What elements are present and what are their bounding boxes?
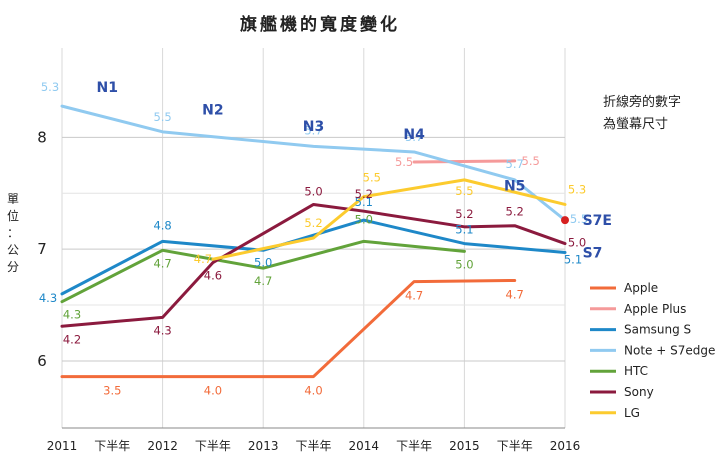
legend: Apple Apple Plus Samsung S Note + S7edge HTC… [590,281,715,420]
model-labels: N1 N2 N3 N4 N5 S7E S7 [97,80,612,261]
data-label: 5.5 [363,171,381,185]
data-label: 4.7 [254,274,272,288]
model-label: N3 [303,119,324,135]
y-axis-label-char: 公 [7,243,19,257]
legend-label: HTC [624,364,648,378]
data-label: 4.3 [39,291,57,305]
series-line-sony [60,202,567,328]
data-label: 4.7 [194,252,212,266]
series-line-lg [211,178,567,261]
y-axis-label: 單位 ： 公分 [7,192,19,274]
data-label: 5.3 [568,182,586,196]
data-label: 5.2 [506,205,524,219]
y-axis-label-char: 分 [7,260,19,274]
legend-label: Sony [624,385,654,399]
data-label: 5.5 [522,154,540,168]
data-label: 5.0 [304,184,322,198]
data-label: 4.7 [506,287,524,301]
legend-label: Apple Plus [624,302,686,316]
data-label: 5.7 [506,157,524,171]
data-label: 5.0 [254,255,272,269]
x-tick-label: 2013 [248,439,279,453]
series-line-htc [60,239,466,304]
x-tick-label: 下半年 [94,439,130,453]
highlight-marker [561,216,569,225]
y-axis-label-char: ： [7,226,19,240]
x-tick-label: 下半年 [396,439,432,453]
model-label: S7E [583,213,612,229]
model-label: S7 [583,246,603,262]
data-label: 5.2 [355,187,373,201]
series-line-samsung-s [60,218,567,296]
data-label: 4.3 [63,308,81,322]
data-label: 5.0 [455,257,473,271]
data-label: 4.0 [304,384,322,398]
legend-label: LG [624,406,640,420]
data-label: 5.5 [455,184,473,198]
series-line-note-s7edge [60,104,567,222]
legend-label: Samsung S [624,323,691,337]
data-label: 5.7 [405,130,423,144]
data-label: 5.0 [568,236,586,250]
data-label: 4.6 [204,269,222,283]
y-tick-label: 6 [37,352,47,370]
data-label: 4.7 [153,256,171,270]
annotation-line: 折線旁的數字 [603,94,681,110]
series-line-apple [60,278,517,379]
data-label: 4.3 [153,323,171,337]
x-tick-label: 2012 [147,439,178,453]
x-tick-label: 2011 [47,439,78,453]
x-tick-label: 下半年 [295,439,331,453]
data-label: 5.1 [355,195,373,209]
data-labels: 3.5 4.0 4.04.7 4.75.5 5.54.34.85.05.15.15.15… [39,80,588,397]
legend-label: Note + S7edge [624,343,715,357]
x-tick-label: 2016 [550,439,581,453]
data-label: 4.0 [204,384,222,398]
data-label: 5.1 [455,223,473,237]
series-layer [60,104,569,379]
model-label: N5 [504,178,525,194]
data-label: 3.5 [103,384,121,398]
model-label: N2 [202,102,223,118]
y-axis-label-char: 單 [7,192,19,206]
data-label: 4.8 [153,218,171,232]
data-label: 5.0 [355,212,373,226]
axes: 2011 下半年 2012 下半年 2013 下半年 2014 下半年 2015 下半年 2016 6… [37,128,580,453]
data-label: 4.2 [63,332,81,346]
annotation-line: 為螢幕尺寸 [603,116,668,132]
data-label: 5.2 [304,216,322,230]
y-tick-label: 7 [37,240,47,258]
series-line-apple-plus [412,159,517,164]
data-label: 5.3 [41,80,59,94]
data-label: 5.5 [570,212,588,226]
data-label: 5.2 [455,207,473,221]
data-label: 5.7 [304,123,322,137]
data-label: 5.5 [153,110,171,124]
grid [61,48,566,428]
data-label: 5.5 [395,155,413,169]
y-tick-label: 8 [37,128,47,146]
data-label: 4.7 [405,289,423,303]
y-axis-label-char: 位 [7,208,19,223]
x-tick-label: 下半年 [497,439,533,453]
data-label: 5.1 [564,253,582,267]
x-tick-label: 2014 [349,439,380,453]
x-tick-label: 下半年 [195,439,231,453]
model-label: N1 [97,80,118,96]
model-label: N4 [403,127,425,143]
chart-title: 旗艦機的寬度變化 [240,14,400,35]
x-tick-label: 2015 [449,439,480,453]
legend-label: Apple [624,281,658,295]
